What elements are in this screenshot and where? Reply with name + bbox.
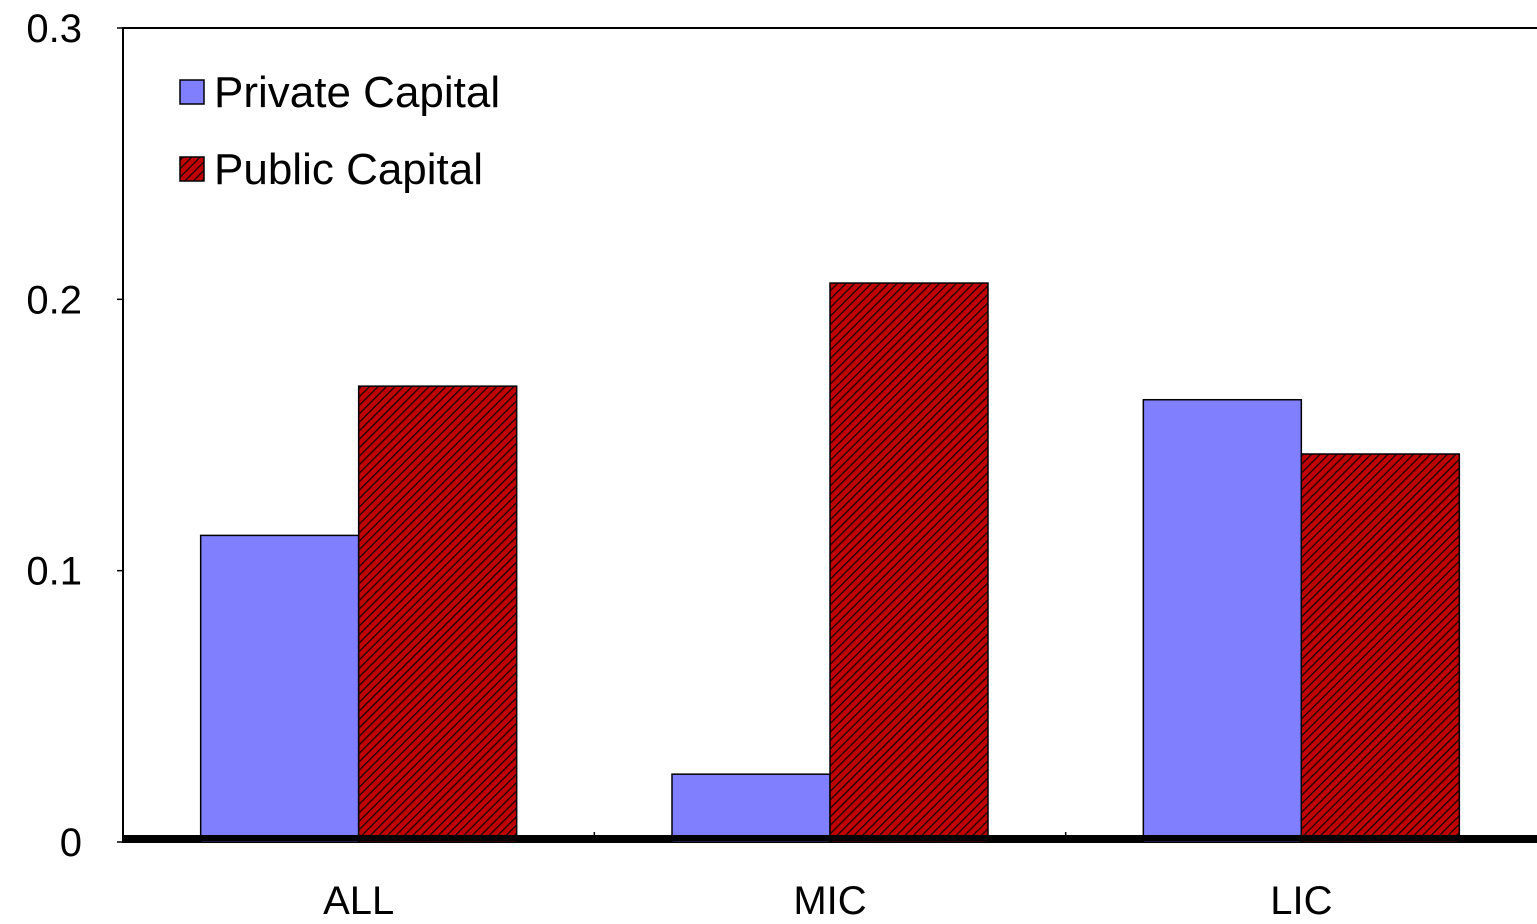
y-tick-label: 0.1 xyxy=(26,550,82,594)
y-axis: 0 0.1 0.2 0.3 xyxy=(26,7,123,865)
x-tick-label: MIC xyxy=(793,879,866,923)
bar-public-capital-lic xyxy=(1300,453,1461,843)
bar-private-capital-mic xyxy=(671,773,831,843)
x-tick-label: ALL xyxy=(323,879,394,923)
y-tick-label: 0.2 xyxy=(26,278,82,322)
y-tick-label: 0.3 xyxy=(26,7,82,51)
bars xyxy=(199,282,1461,843)
legend-swatch xyxy=(179,156,205,182)
legend-swatch xyxy=(179,79,205,105)
bar-public-capital-all xyxy=(357,385,518,843)
legend-label: Private Capital xyxy=(214,68,500,117)
bar-private-capital-all xyxy=(199,534,360,843)
x-axis: ALL MIC LIC xyxy=(123,832,1537,923)
bar-public-capital-mic xyxy=(829,282,989,843)
x-tick-label: LIC xyxy=(1270,879,1332,923)
legend-label: Public Capital xyxy=(214,145,483,194)
legend: Private Capital Public Capital xyxy=(179,68,500,194)
bar-private-capital-lic xyxy=(1142,398,1303,843)
y-tick-label: 0 xyxy=(60,821,82,865)
